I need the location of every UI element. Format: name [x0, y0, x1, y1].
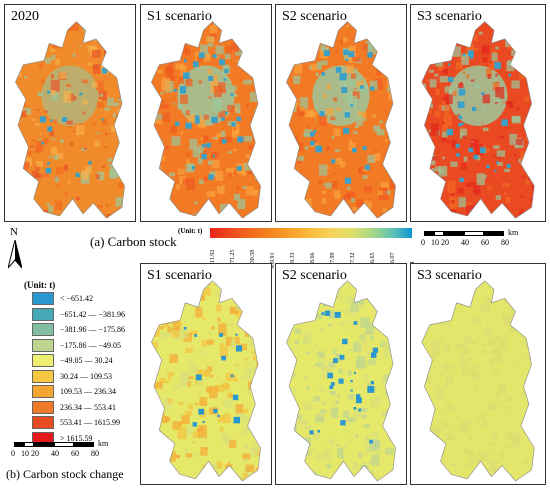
scale-label: 60: [481, 238, 489, 247]
region-map: [421, 280, 535, 482]
panel-title: S1 scenario: [147, 9, 212, 24]
scale-label: 40: [51, 449, 59, 458]
region-map: [286, 21, 396, 219]
legend-swatch: [32, 354, 54, 367]
region-map: [151, 21, 261, 219]
panel-title: 2020: [11, 9, 39, 24]
region-map: [421, 21, 535, 219]
scale-segment: [444, 231, 464, 236]
panel-title: S3 scenario: [417, 9, 482, 24]
scale-label: 0: [421, 238, 425, 247]
legend-label: 553.41 — 1615.99: [60, 418, 120, 427]
change-panel-s3: S3 scenario: [410, 263, 546, 485]
change-panel-s1: S1 scenario: [140, 263, 272, 485]
scale-bar-top: 0 10 20 40 60 80 km: [421, 228, 544, 253]
scale-label: 20: [31, 449, 39, 458]
panel-title: S1 scenario: [147, 268, 212, 283]
legend-label: > 1615.59: [60, 433, 93, 443]
scale-segment: [464, 231, 484, 236]
scale-label: 60: [71, 449, 79, 458]
north-label: N: [10, 226, 18, 238]
region-map: [286, 280, 396, 482]
caption-carbon-stock-change: (b) Carbon stock change: [6, 467, 124, 481]
scale-label: 10: [431, 238, 439, 247]
legend-label: < −651.42: [60, 294, 94, 303]
legend-swatch: [32, 416, 54, 429]
region-map: [15, 21, 125, 219]
scale-label: 80: [91, 449, 99, 458]
scale-label: 20: [441, 238, 449, 247]
scale-unit: km: [508, 228, 519, 237]
map-panel-s2: S2 scenario: [275, 4, 407, 222]
north-arrow: N: [8, 226, 22, 269]
legend-swatch: [32, 323, 54, 336]
legend-swatch: [32, 385, 54, 398]
legend-label: −175.86 — −49.05: [60, 340, 122, 350]
scale-segment: [14, 442, 24, 447]
stock-color-ramp: [210, 228, 412, 238]
change-legend-unit: (Unit: t): [24, 280, 56, 290]
scale-segment: [434, 231, 444, 236]
scale-segment: [34, 442, 54, 447]
legend-swatch: [32, 292, 54, 305]
legend-swatch: [32, 307, 54, 321]
legend-swatch: [32, 369, 54, 383]
scale-label: 80: [501, 238, 509, 247]
scale-label: 40: [461, 238, 469, 247]
caption-carbon-stock: (a) Carbon stock: [90, 234, 177, 249]
scale-segment: [74, 442, 94, 447]
scale-segment: [424, 231, 434, 236]
panel-title: S2 scenario: [282, 268, 347, 283]
scale-label: 0: [11, 449, 15, 458]
map-panel-s1: S1 scenario: [140, 4, 272, 222]
legend-label: 30.24 — 109.53: [60, 371, 112, 381]
legend-label: −651.42 — −381.96: [60, 309, 126, 319]
change-panel-s2: S2 scenario: [275, 263, 407, 485]
region-map: [151, 280, 261, 482]
legend-label: −49.05 — 30.24: [60, 356, 113, 365]
scale-label: 10: [21, 449, 29, 458]
scale-segment: [24, 442, 34, 447]
legend-label: −381.96 — −175.86: [60, 325, 126, 334]
legend-swatch: [32, 338, 54, 352]
scale-unit: km: [98, 439, 109, 448]
stock-legend-unit: (Unit: t): [178, 227, 203, 235]
panel-title: S2 scenario: [282, 9, 347, 24]
north-arrow-icon: [8, 240, 22, 269]
scale-segment: [484, 231, 504, 236]
scale-segment: [54, 442, 74, 447]
legend-swatch: [32, 400, 54, 414]
panel-title: S3 scenario: [417, 268, 482, 283]
map-panel-2020: 2020: [4, 4, 136, 222]
legend-label: 236.34 — 553.41: [60, 402, 116, 412]
scale-bar-bottom: 0 10 20 40 60 80 km: [11, 439, 134, 462]
legend-label: 109.53 — 236.34: [60, 387, 116, 396]
map-panel-s3: S3 scenario: [410, 4, 546, 222]
